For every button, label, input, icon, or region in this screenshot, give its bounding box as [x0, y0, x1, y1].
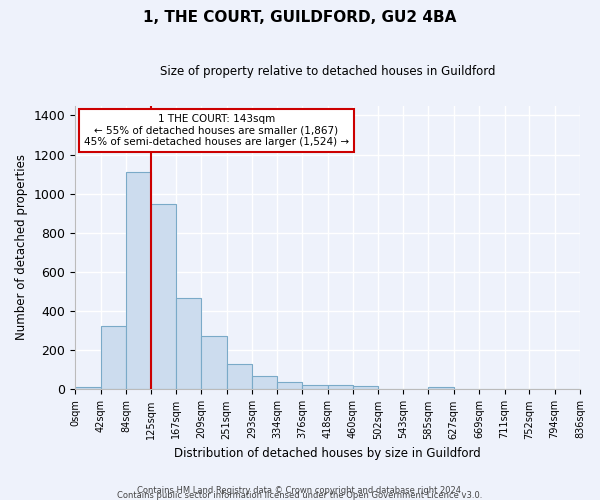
Title: Size of property relative to detached houses in Guildford: Size of property relative to detached ho… — [160, 65, 496, 78]
Bar — [277, 382, 302, 390]
Text: 1 THE COURT: 143sqm
← 55% of detached houses are smaller (1,867)
45% of semi-det: 1 THE COURT: 143sqm ← 55% of detached ho… — [84, 114, 349, 148]
Text: 1, THE COURT, GUILDFORD, GU2 4BA: 1, THE COURT, GUILDFORD, GU2 4BA — [143, 10, 457, 25]
Bar — [252, 376, 277, 390]
Bar — [428, 388, 454, 390]
Bar — [176, 298, 202, 390]
Bar — [353, 386, 379, 390]
Bar — [227, 364, 252, 390]
Y-axis label: Number of detached properties: Number of detached properties — [15, 154, 28, 340]
Bar — [101, 326, 126, 390]
Text: Contains public sector information licensed under the Open Government Licence v3: Contains public sector information licen… — [118, 491, 482, 500]
Bar — [75, 388, 101, 390]
Bar — [151, 204, 176, 390]
Text: Contains HM Land Registry data © Crown copyright and database right 2024.: Contains HM Land Registry data © Crown c… — [137, 486, 463, 495]
X-axis label: Distribution of detached houses by size in Guildford: Distribution of detached houses by size … — [174, 447, 481, 460]
Bar — [126, 172, 151, 390]
Bar — [202, 336, 227, 390]
Bar — [302, 384, 328, 390]
Bar — [328, 384, 353, 390]
